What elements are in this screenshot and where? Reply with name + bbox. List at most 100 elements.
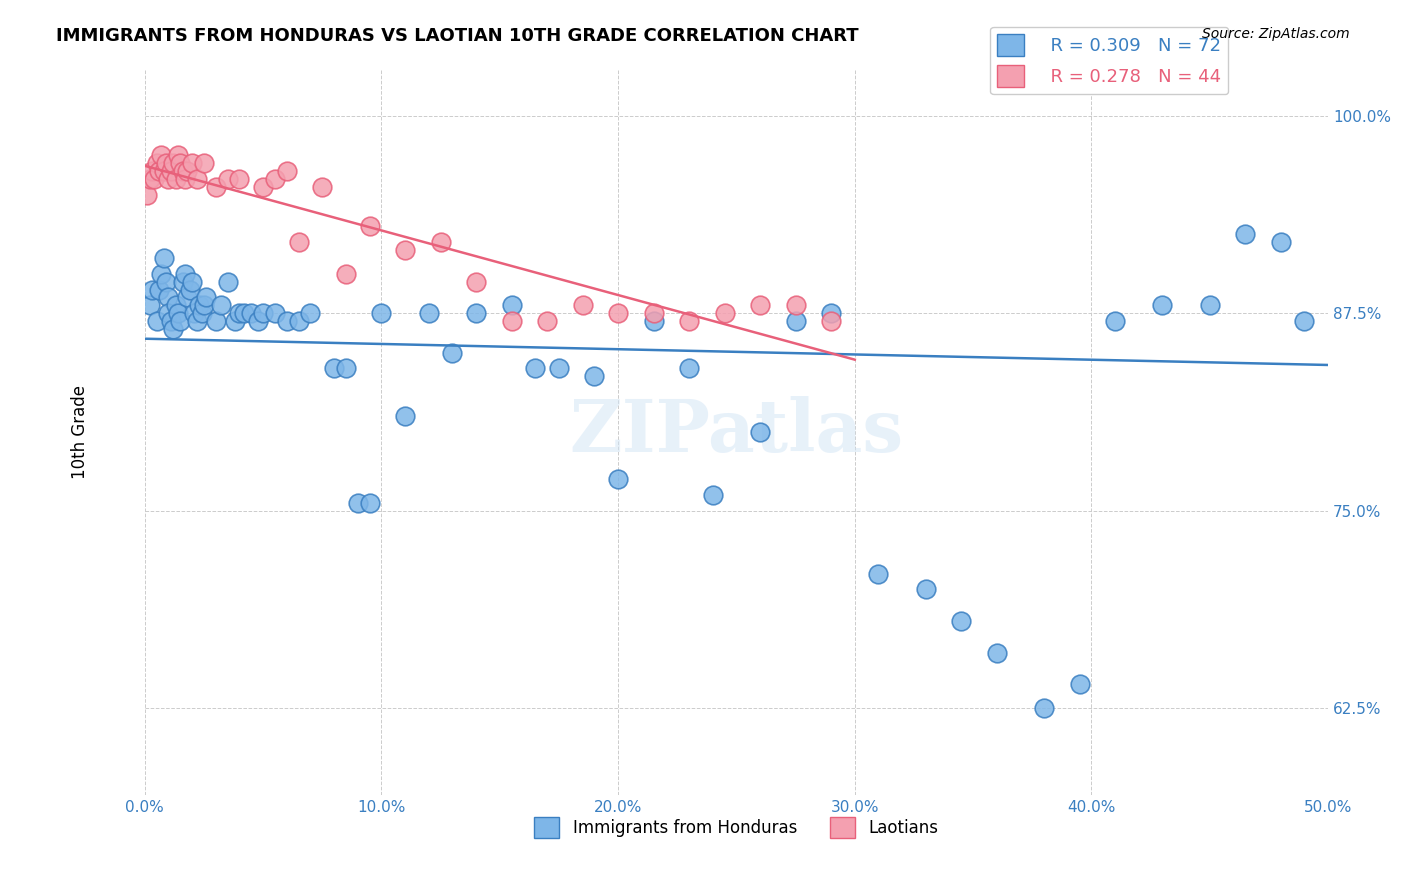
Point xyxy=(1198,298,1220,312)
Point xyxy=(749,425,772,439)
Point xyxy=(335,267,357,281)
Point xyxy=(607,306,630,320)
Point xyxy=(678,361,700,376)
Point xyxy=(150,267,173,281)
Point xyxy=(193,298,215,312)
Point xyxy=(536,314,558,328)
Text: Source: ZipAtlas.com: Source: ZipAtlas.com xyxy=(1202,27,1350,41)
Point xyxy=(820,306,842,320)
Point xyxy=(148,283,170,297)
Point xyxy=(524,361,547,376)
Point xyxy=(145,314,167,328)
Point xyxy=(264,306,287,320)
Point xyxy=(165,172,187,186)
Point xyxy=(465,275,488,289)
Point xyxy=(186,314,208,328)
Point xyxy=(299,306,322,320)
Point xyxy=(152,251,174,265)
Point xyxy=(155,156,177,170)
Point xyxy=(155,275,177,289)
Point xyxy=(501,298,523,312)
Point xyxy=(143,172,166,186)
Point xyxy=(571,298,593,312)
Point xyxy=(311,180,333,194)
Point xyxy=(167,306,190,320)
Point xyxy=(394,243,416,257)
Point xyxy=(179,283,201,297)
Point xyxy=(346,496,368,510)
Point xyxy=(169,314,191,328)
Point xyxy=(190,306,212,320)
Point xyxy=(394,409,416,423)
Point xyxy=(228,306,250,320)
Legend: Immigrants from Honduras, Laotians: Immigrants from Honduras, Laotians xyxy=(527,811,945,845)
Point xyxy=(174,267,197,281)
Point xyxy=(209,298,232,312)
Point xyxy=(169,156,191,170)
Point xyxy=(359,219,381,234)
Point xyxy=(501,314,523,328)
Point xyxy=(702,488,724,502)
Point xyxy=(148,164,170,178)
Point xyxy=(1033,701,1056,715)
Point xyxy=(165,298,187,312)
Point xyxy=(950,614,973,628)
Point xyxy=(252,180,274,194)
Point xyxy=(157,306,180,320)
Point xyxy=(643,314,665,328)
Point xyxy=(986,646,1008,660)
Point xyxy=(224,314,246,328)
Point xyxy=(1104,314,1126,328)
Point xyxy=(172,275,194,289)
Point xyxy=(264,172,287,186)
Point xyxy=(183,306,205,320)
Point xyxy=(152,164,174,178)
Point xyxy=(418,306,440,320)
Point xyxy=(785,298,807,312)
Point xyxy=(252,306,274,320)
Point xyxy=(1069,677,1091,691)
Point xyxy=(1294,314,1316,328)
Point xyxy=(141,164,163,178)
Point xyxy=(160,164,183,178)
Point xyxy=(217,172,239,186)
Text: ZIPatlas: ZIPatlas xyxy=(569,396,904,467)
Point xyxy=(465,306,488,320)
Point xyxy=(145,156,167,170)
Point xyxy=(713,306,735,320)
Point xyxy=(174,172,197,186)
Point xyxy=(1234,227,1257,242)
Point xyxy=(276,164,298,178)
Point xyxy=(643,306,665,320)
Point xyxy=(287,235,309,249)
Y-axis label: 10th Grade: 10th Grade xyxy=(72,384,89,479)
Point xyxy=(138,298,160,312)
Point xyxy=(136,187,159,202)
Point xyxy=(914,582,936,597)
Point xyxy=(868,566,890,581)
Point xyxy=(167,148,190,162)
Point xyxy=(323,361,346,376)
Point xyxy=(141,283,163,297)
Point xyxy=(1152,298,1174,312)
Point xyxy=(276,314,298,328)
Point xyxy=(370,306,392,320)
Point xyxy=(176,164,198,178)
Point xyxy=(240,306,263,320)
Point xyxy=(160,314,183,328)
Point xyxy=(678,314,700,328)
Point xyxy=(181,275,204,289)
Point xyxy=(193,156,215,170)
Point xyxy=(195,290,218,304)
Point xyxy=(204,180,226,194)
Point xyxy=(228,172,250,186)
Point xyxy=(441,345,464,359)
Point xyxy=(335,361,357,376)
Point xyxy=(172,164,194,178)
Point xyxy=(162,156,184,170)
Point xyxy=(429,235,451,249)
Point xyxy=(548,361,571,376)
Point xyxy=(820,314,842,328)
Point xyxy=(359,496,381,510)
Point xyxy=(162,322,184,336)
